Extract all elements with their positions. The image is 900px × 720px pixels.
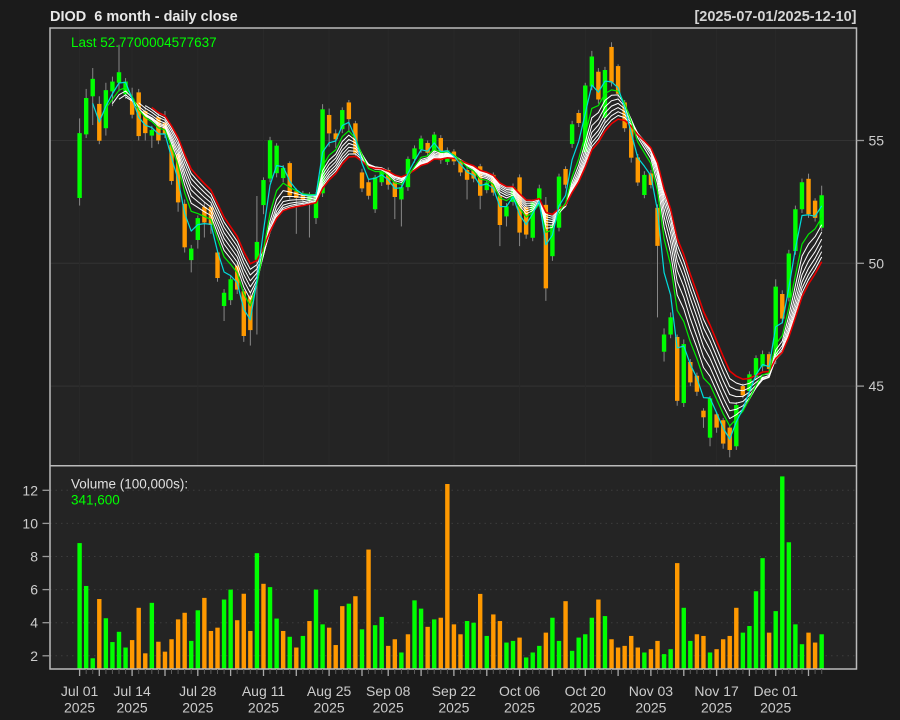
svg-text:DIOD 6 month - daily close: DIOD 6 month - daily close	[50, 9, 238, 25]
svg-text:Sep 08: Sep 08	[366, 683, 411, 699]
svg-text:2: 2	[30, 648, 38, 664]
svg-text:2025: 2025	[635, 700, 666, 716]
svg-text:Volume (100,000s):: Volume (100,000s):	[71, 477, 188, 492]
svg-text:2025: 2025	[760, 700, 791, 716]
svg-text:Nov 03: Nov 03	[629, 683, 674, 699]
svg-text:2025: 2025	[64, 700, 95, 716]
svg-text:341,600: 341,600	[71, 493, 120, 508]
svg-text:2025: 2025	[373, 700, 404, 716]
svg-text:2025: 2025	[701, 700, 732, 716]
svg-text:Jul 01: Jul 01	[61, 683, 99, 699]
svg-text:Sep 22: Sep 22	[432, 683, 477, 699]
svg-text:8: 8	[30, 549, 38, 565]
svg-text:Aug 11: Aug 11	[242, 683, 286, 699]
svg-text:6: 6	[30, 582, 38, 598]
svg-text:Aug 25: Aug 25	[307, 683, 352, 699]
svg-text:50: 50	[869, 255, 885, 271]
svg-text:45: 45	[869, 378, 885, 394]
svg-text:Oct 20: Oct 20	[565, 683, 606, 699]
svg-text:2025: 2025	[248, 700, 279, 716]
svg-text:Jul 14: Jul 14	[113, 683, 151, 699]
svg-text:2025: 2025	[314, 700, 345, 716]
svg-text:Jul 28: Jul 28	[179, 683, 217, 699]
svg-text:2025: 2025	[182, 700, 213, 716]
svg-text:2025: 2025	[570, 700, 601, 716]
svg-text:4: 4	[30, 615, 38, 631]
svg-text:Last 52.7700004577637: Last 52.7700004577637	[71, 35, 217, 50]
svg-text:10: 10	[22, 515, 38, 531]
svg-text:55: 55	[869, 133, 885, 149]
svg-text:Oct 06: Oct 06	[499, 683, 540, 699]
svg-text:[2025-07-01/2025-12-10]: [2025-07-01/2025-12-10]	[694, 9, 856, 25]
svg-text:12: 12	[22, 482, 38, 498]
svg-text:2025: 2025	[438, 700, 469, 716]
svg-text:2025: 2025	[117, 700, 148, 716]
svg-text:Dec 01: Dec 01	[754, 683, 799, 699]
svg-text:2025: 2025	[504, 700, 535, 716]
svg-text:Nov 17: Nov 17	[694, 683, 739, 699]
